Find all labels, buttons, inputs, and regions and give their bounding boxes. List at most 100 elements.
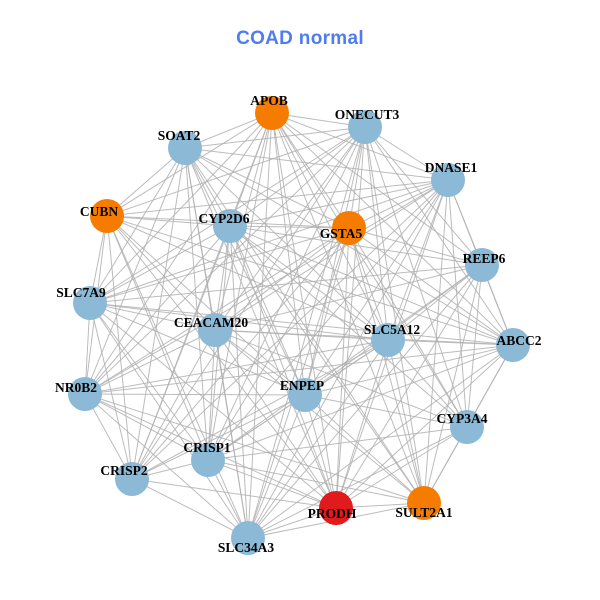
graph-node-ceacam20[interactable]: CEACAM20	[174, 313, 248, 347]
edge	[214, 329, 514, 346]
node-circle	[68, 377, 102, 411]
edge	[335, 264, 483, 509]
graph-node-crisp1[interactable]: CRISP1	[183, 440, 231, 477]
edge	[387, 264, 483, 341]
edge	[271, 112, 306, 396]
edge	[466, 264, 483, 428]
edge	[207, 112, 273, 461]
node-circle	[496, 328, 530, 362]
edge	[131, 225, 231, 480]
edge	[106, 215, 231, 227]
edge	[106, 112, 273, 217]
edge	[106, 126, 366, 217]
node-circle	[115, 462, 149, 496]
edge	[229, 225, 306, 396]
edge	[184, 147, 389, 341]
edge	[207, 459, 337, 509]
edge	[207, 459, 425, 504]
graph-node-enpep[interactable]: ENPEP	[280, 378, 324, 412]
node-circle	[371, 323, 405, 357]
edge	[214, 225, 231, 331]
edge	[207, 179, 449, 461]
graph-node-reep6[interactable]: REEP6	[463, 248, 505, 282]
edge	[348, 179, 449, 229]
edge	[387, 339, 468, 428]
edge	[229, 126, 366, 227]
graph-node-cyp3a4[interactable]: CYP3A4	[437, 410, 488, 444]
graph-node-dnase1[interactable]: DNASE1	[425, 160, 477, 197]
edge	[89, 302, 209, 461]
edge	[131, 478, 249, 539]
edge	[247, 394, 306, 539]
edge	[84, 112, 273, 395]
edge	[247, 112, 273, 539]
edge	[387, 339, 425, 504]
edge	[214, 264, 483, 331]
graph-node-prodh[interactable]: PRODH	[308, 491, 356, 525]
edge	[106, 215, 249, 539]
edge	[184, 126, 366, 149]
edge	[229, 225, 249, 539]
edge	[89, 302, 514, 346]
edge	[84, 393, 209, 461]
edge	[106, 215, 389, 341]
edge	[84, 344, 514, 395]
node-circle	[191, 443, 225, 477]
edge	[184, 147, 337, 509]
graph-node-crisp2[interactable]: CRISP2	[100, 462, 149, 496]
edge	[247, 426, 468, 539]
edge	[229, 225, 389, 341]
graph-node-slc34a3[interactable]: SLC34A3	[218, 521, 274, 555]
edge	[89, 179, 449, 304]
graph-node-onecut3[interactable]: ONECUT3	[335, 107, 399, 144]
edge	[207, 394, 306, 461]
edge	[247, 339, 389, 539]
edge	[304, 126, 366, 396]
edge	[214, 227, 350, 331]
edge	[348, 227, 425, 504]
edge	[229, 225, 514, 346]
graph-node-sult2a1[interactable]: SULT2A1	[395, 486, 453, 520]
edge	[214, 329, 425, 504]
graph-node-cyp2d6[interactable]: CYP2D6	[199, 209, 250, 243]
edge	[184, 147, 350, 229]
page-title: COAD normal	[236, 28, 364, 49]
edge	[271, 112, 389, 341]
edge	[304, 394, 468, 428]
node-circle	[198, 313, 232, 347]
edge	[387, 179, 449, 341]
graph-node-gsta5[interactable]: GSTA5	[320, 211, 366, 245]
edge	[84, 329, 216, 395]
edge	[335, 126, 366, 509]
edge	[229, 225, 483, 266]
edge	[207, 344, 514, 461]
edge	[387, 339, 514, 346]
edge	[184, 147, 425, 504]
graph-node-nr0b2[interactable]: NR0B2	[55, 377, 102, 411]
graph-node-soat2[interactable]: SOAT2	[158, 128, 202, 165]
edge	[348, 227, 483, 266]
edge	[247, 126, 366, 539]
edge	[271, 112, 483, 266]
graph-node-cubn[interactable]: CUBN	[80, 199, 124, 233]
edge	[271, 112, 337, 509]
graph-node-apob[interactable]: APOB	[250, 93, 289, 130]
edge	[184, 147, 209, 461]
edge	[304, 394, 425, 504]
node-circle	[407, 486, 441, 520]
edge	[229, 225, 425, 504]
graph-node-abcc2[interactable]: ABCC2	[496, 328, 542, 362]
node-circle	[90, 199, 124, 233]
graph-node-slc7a9[interactable]: SLC7A9	[56, 285, 107, 320]
edge	[106, 179, 449, 217]
node-circle	[288, 378, 322, 412]
edge	[229, 225, 337, 509]
edge	[335, 426, 468, 509]
edge	[106, 215, 337, 509]
edge	[207, 426, 468, 461]
node-circle	[255, 96, 289, 130]
edge	[229, 225, 350, 229]
edge	[364, 126, 514, 346]
graph-node-slc5a12[interactable]: SLC5A12	[364, 322, 420, 357]
edge	[89, 227, 350, 304]
